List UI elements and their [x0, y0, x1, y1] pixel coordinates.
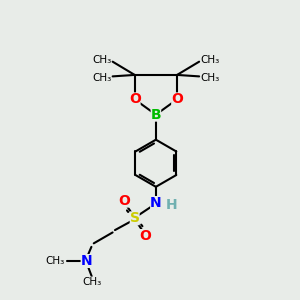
- Text: N: N: [150, 196, 162, 210]
- Text: CH₃: CH₃: [201, 55, 220, 65]
- Text: CH₃: CH₃: [45, 256, 64, 266]
- Text: O: O: [118, 194, 130, 208]
- Text: O: O: [129, 92, 141, 106]
- Text: O: O: [171, 92, 183, 106]
- Text: CH₃: CH₃: [83, 277, 102, 286]
- Text: N: N: [81, 254, 92, 268]
- Text: O: O: [139, 229, 151, 243]
- Text: S: S: [130, 211, 140, 225]
- Text: B: B: [151, 108, 161, 122]
- Text: H: H: [165, 198, 177, 212]
- Text: CH₃: CH₃: [201, 73, 220, 83]
- Text: CH₃: CH₃: [92, 73, 111, 83]
- Text: CH₃: CH₃: [92, 55, 111, 65]
